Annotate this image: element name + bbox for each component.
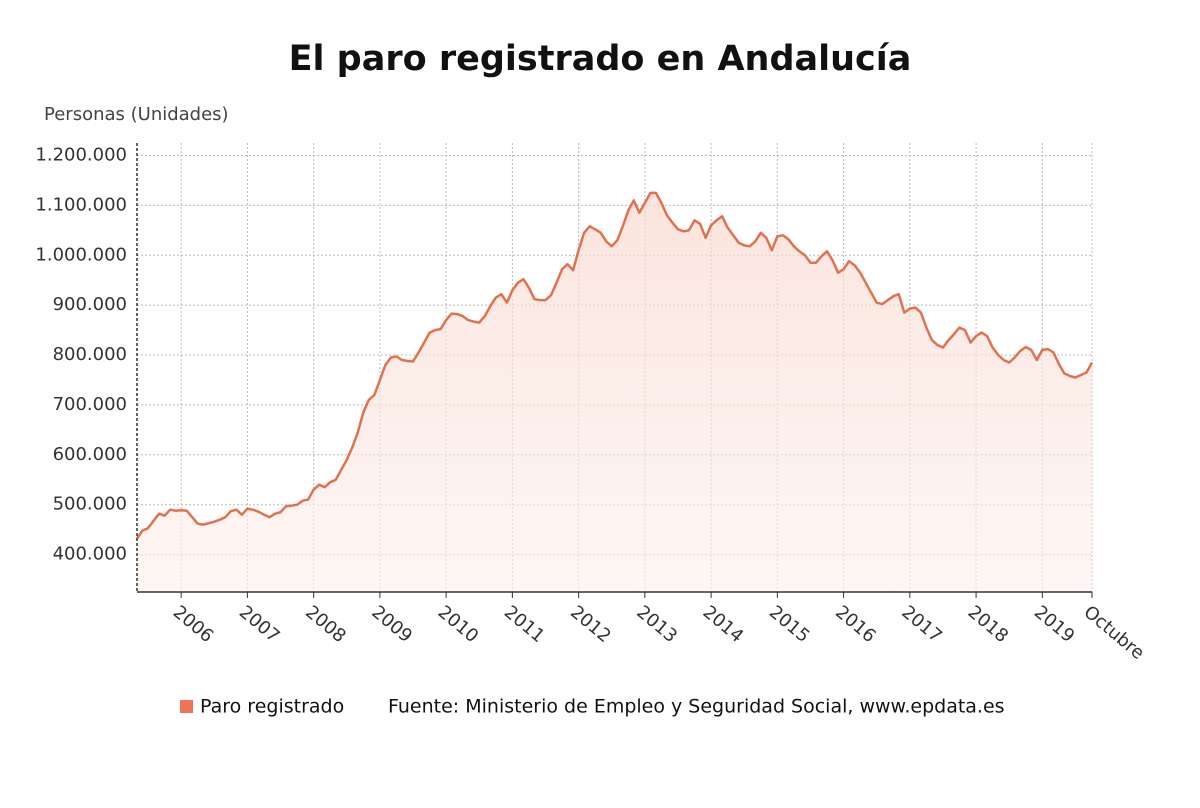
x-tick-label: 2016 (831, 602, 880, 648)
x-tick-label: 2007 (235, 602, 284, 648)
x-tick-label: 2010 (434, 602, 483, 648)
line (135, 191, 1094, 540)
x-tick-label: 2008 (301, 602, 350, 648)
y-axis-label: Personas (Unidades) (44, 104, 229, 125)
y-tick-label: 500.000 (53, 494, 127, 515)
y-tick-label: 900.000 (53, 294, 127, 315)
chart-title: El paro registrado en Andalucía (289, 39, 912, 79)
legend-swatch (180, 700, 193, 713)
x-tick-label: 2012 (566, 602, 615, 648)
source-note: Fuente: Ministerio de Empleo y Seguridad… (388, 696, 1005, 718)
y-tick-label: 1.000.000 (35, 244, 127, 265)
x-tick-label: 2018 (964, 602, 1013, 648)
x-tick-label: 2013 (632, 602, 681, 648)
x-tick-label: 2017 (897, 602, 946, 648)
x-tick-label: Octubre (1080, 602, 1149, 664)
y-tick-label: 1.100.000 (35, 194, 127, 215)
area (137, 192, 1092, 592)
x-tick-label: 2019 (1030, 602, 1079, 648)
y-tick-label: 800.000 (53, 344, 127, 365)
y-tick-label: 1.200.000 (35, 144, 127, 165)
x-tick-label: 2015 (765, 602, 814, 648)
y-tick-label: 400.000 (53, 544, 127, 565)
legend-label: Paro registrado (200, 696, 344, 718)
x-tick-label: 2006 (169, 602, 218, 648)
x-tick-label: 2011 (500, 602, 549, 648)
y-tick-label: 700.000 (53, 394, 127, 415)
x-tick-label: 2014 (699, 602, 748, 648)
x-tick-label: 2009 (367, 602, 416, 648)
y-tick-label: 600.000 (53, 444, 127, 465)
